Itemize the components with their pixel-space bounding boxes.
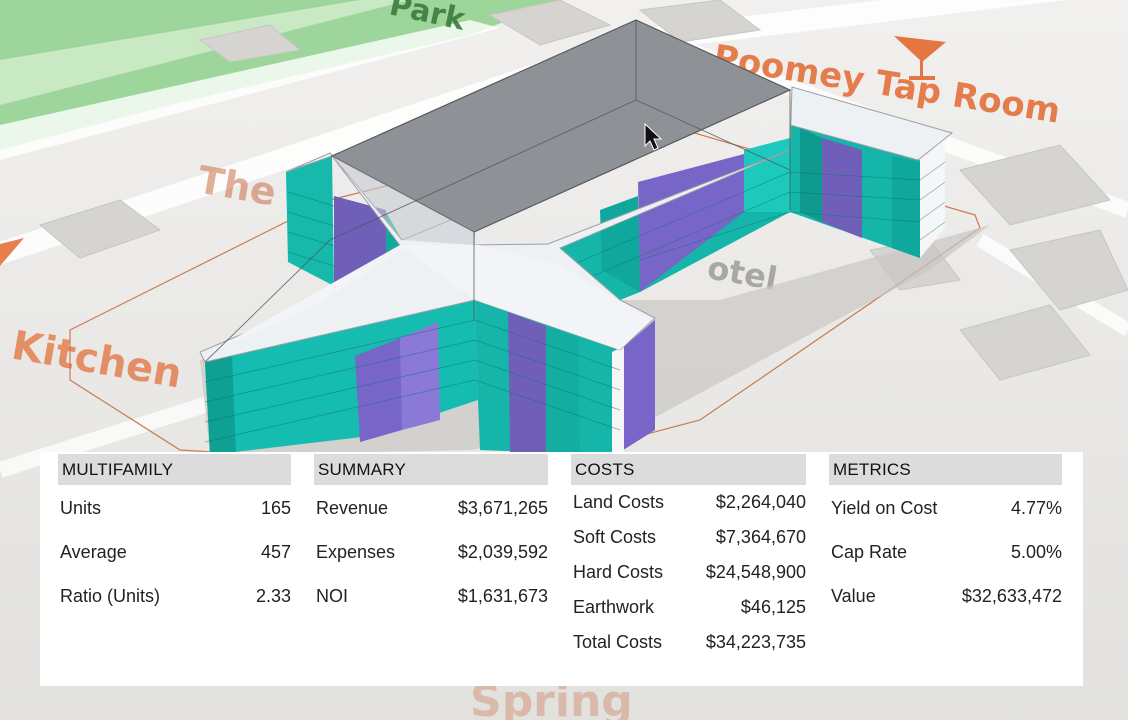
average-value: 457 bbox=[260, 541, 291, 562]
units-value: 165 bbox=[260, 497, 291, 518]
costs-header: COSTS bbox=[571, 454, 806, 485]
total-costs-row: Total Costs $34,223,735 bbox=[571, 625, 806, 660]
hard-costs-row: Hard Costs $24,548,900 bbox=[571, 555, 806, 590]
multifamily-section: MULTIFAMILY Units 165 Average 457 Ratio … bbox=[58, 454, 291, 618]
costs-section: COSTS Land Costs $2,264,040 Soft Costs $… bbox=[571, 454, 806, 660]
total-costs-value: $34,223,735 bbox=[705, 632, 806, 652]
park-area bbox=[0, 0, 560, 160]
ratio-value: 2.33 bbox=[255, 585, 291, 606]
noi-label: NOI bbox=[316, 585, 349, 606]
revenue-value: $3,671,265 bbox=[457, 497, 548, 518]
value-row: Value $32,633,472 bbox=[829, 574, 1062, 618]
land-costs-label: Land Costs bbox=[573, 492, 665, 512]
metrics-panel: MULTIFAMILY Units 165 Average 457 Ratio … bbox=[40, 452, 1083, 686]
metrics-header: METRICS bbox=[829, 454, 1062, 485]
cocktail-icon bbox=[894, 36, 946, 80]
noi-value: $1,631,673 bbox=[457, 585, 548, 606]
earthwork-label: Earthwork bbox=[573, 597, 655, 617]
cap-rate-value: 5.00% bbox=[1010, 541, 1062, 562]
total-costs-label: Total Costs bbox=[573, 632, 663, 652]
land-costs-value: $2,264,040 bbox=[715, 492, 806, 512]
ratio-label: Ratio (Units) bbox=[60, 585, 161, 606]
yield-on-cost-label: Yield on Cost bbox=[831, 497, 938, 518]
units-label: Units bbox=[60, 497, 102, 518]
hard-costs-value: $24,548,900 bbox=[705, 562, 806, 582]
units-row: Units 165 bbox=[58, 486, 291, 530]
hard-costs-label: Hard Costs bbox=[573, 562, 664, 582]
expenses-row: Expenses $2,039,592 bbox=[314, 530, 548, 574]
soft-costs-label: Soft Costs bbox=[573, 527, 657, 547]
cap-rate-row: Cap Rate 5.00% bbox=[829, 530, 1062, 574]
average-label: Average bbox=[60, 541, 127, 562]
soft-costs-row: Soft Costs $7,364,670 bbox=[571, 520, 806, 555]
noi-row: NOI $1,631,673 bbox=[314, 574, 548, 618]
metrics-section: METRICS Yield on Cost 4.77% Cap Rate 5.0… bbox=[829, 454, 1062, 618]
map-marker-arrow-icon bbox=[0, 238, 24, 266]
value-label: Value bbox=[831, 585, 876, 606]
earthwork-value: $46,125 bbox=[740, 597, 806, 617]
tower-wireframe bbox=[204, 20, 791, 363]
expenses-label: Expenses bbox=[316, 541, 396, 562]
building-massing-model[interactable] bbox=[199, 19, 954, 455]
summary-section: SUMMARY Revenue $3,671,265 Expenses $2,0… bbox=[314, 454, 548, 618]
summary-header: SUMMARY bbox=[314, 454, 548, 485]
soft-costs-value: $7,364,670 bbox=[715, 527, 806, 547]
land-costs-row: Land Costs $2,264,040 bbox=[571, 485, 806, 520]
mouse-cursor-icon bbox=[644, 122, 663, 151]
value-value: $32,633,472 bbox=[961, 585, 1062, 606]
average-row: Average 457 bbox=[58, 530, 291, 574]
left-wing-facade bbox=[286, 156, 334, 286]
yield-on-cost-value: 4.77% bbox=[1010, 497, 1062, 518]
multifamily-header: MULTIFAMILY bbox=[58, 454, 291, 485]
ratio-row: Ratio (Units) 2.33 bbox=[58, 574, 291, 618]
cap-rate-label: Cap Rate bbox=[831, 541, 908, 562]
expenses-value: $2,039,592 bbox=[457, 541, 548, 562]
revenue-label: Revenue bbox=[316, 497, 389, 518]
yield-on-cost-row: Yield on Cost 4.77% bbox=[829, 486, 1062, 530]
earthwork-row: Earthwork $46,125 bbox=[571, 590, 806, 625]
revenue-row: Revenue $3,671,265 bbox=[314, 486, 548, 530]
